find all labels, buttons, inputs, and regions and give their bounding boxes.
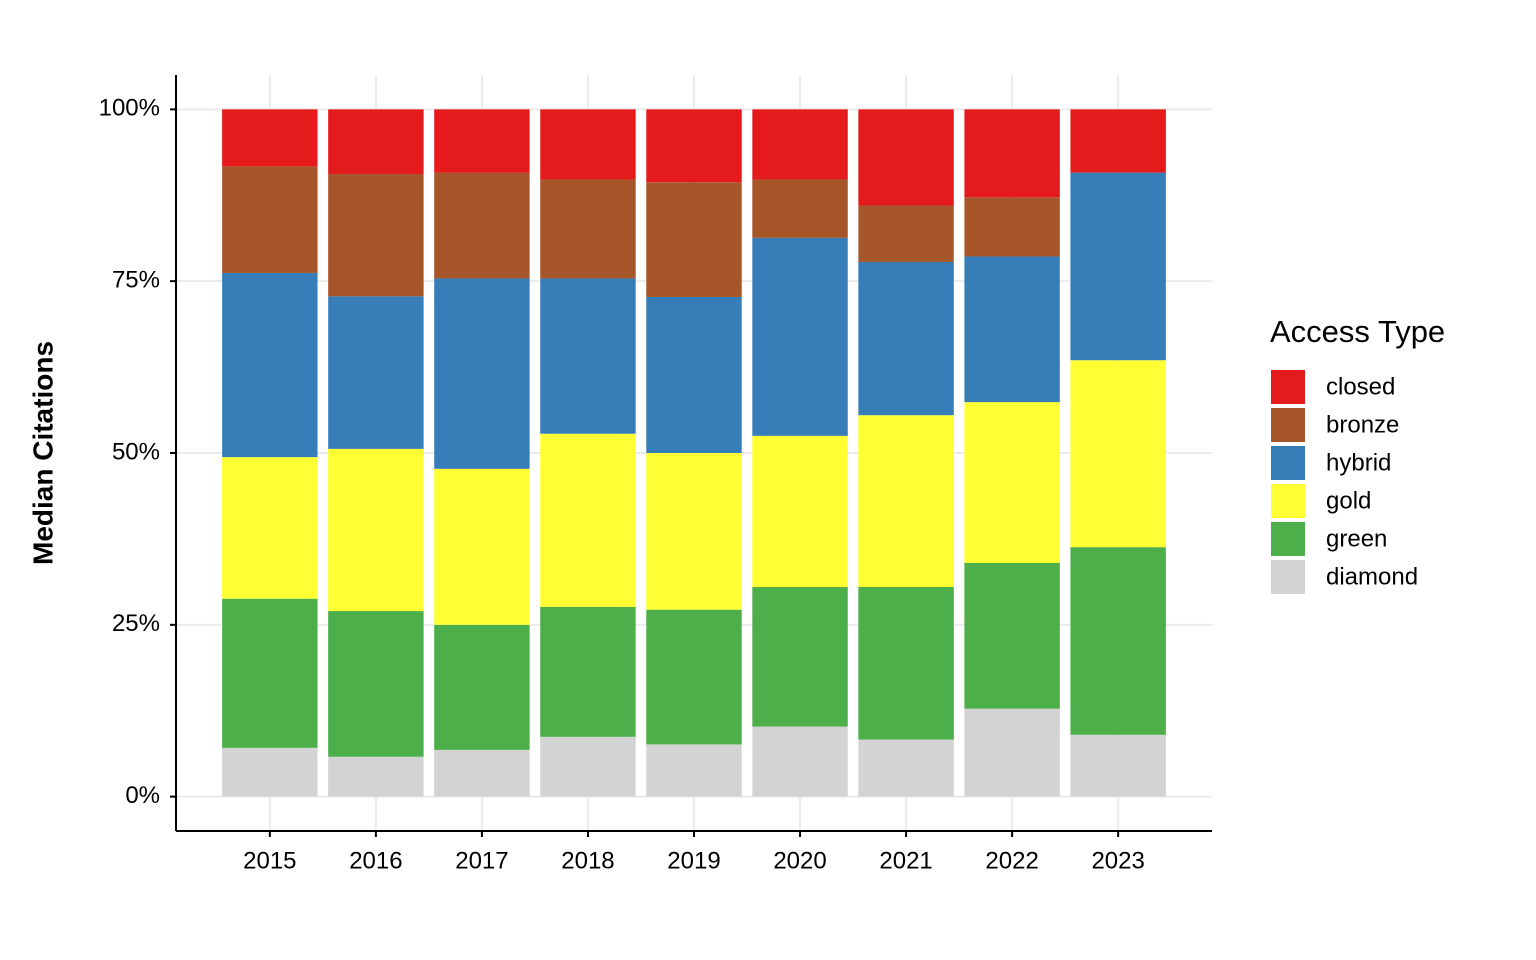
legend-label: hybrid	[1326, 449, 1391, 476]
bar-segment	[434, 624, 530, 750]
x-tick-label: 2023	[1091, 847, 1144, 874]
x-tick-label: 2017	[455, 847, 508, 874]
bar-segment	[434, 468, 530, 625]
legend-label: bronze	[1326, 411, 1399, 438]
bar-segment	[540, 433, 636, 607]
bar-segment	[646, 296, 742, 453]
bar-segment	[328, 611, 424, 757]
bar-segment	[752, 435, 848, 588]
bar-segment	[222, 747, 318, 797]
legend-key	[1271, 522, 1305, 556]
y-tick-label: 25%	[112, 610, 160, 637]
bar-segment	[328, 756, 424, 797]
y-tick-label: 75%	[112, 267, 160, 294]
legend-label: gold	[1326, 487, 1371, 514]
bar-segment	[540, 109, 636, 180]
legend-key	[1271, 484, 1305, 518]
bar-segment	[752, 587, 848, 727]
bar-segment	[646, 182, 742, 297]
bar-segment	[752, 726, 848, 797]
legend-label: green	[1326, 525, 1387, 552]
bar-segment	[858, 109, 954, 206]
bar-segment	[1070, 734, 1166, 797]
bar-segment	[434, 749, 530, 797]
bar-segment	[434, 278, 530, 469]
bar-segment	[858, 205, 954, 262]
bar-segment	[964, 256, 1060, 403]
bar-segment	[964, 402, 1060, 563]
bar-segment	[858, 587, 954, 740]
legend-key	[1271, 408, 1305, 442]
y-tick-label: 100%	[99, 95, 160, 122]
bar-segment	[964, 562, 1060, 709]
y-tick-label: 0%	[125, 782, 160, 809]
bar-segment	[858, 739, 954, 797]
legend-key	[1271, 446, 1305, 480]
bar-segment	[646, 744, 742, 797]
bar-segment	[964, 197, 1060, 257]
bar-segment	[858, 261, 954, 416]
x-tick-label: 2021	[879, 847, 932, 874]
bar-segment	[1070, 172, 1166, 361]
bar-segment	[328, 109, 424, 174]
bar-segment	[434, 172, 530, 279]
legend-key	[1271, 370, 1305, 404]
legend-label: diamond	[1326, 563, 1418, 590]
bar-segment	[964, 708, 1060, 797]
bar-segment	[328, 448, 424, 612]
bar-segment	[222, 109, 318, 167]
x-tick-label: 2022	[985, 847, 1038, 874]
legend-title: Access Type	[1270, 314, 1445, 349]
bar-segment	[540, 736, 636, 797]
bar-segment	[752, 109, 848, 180]
bar-segment	[222, 272, 318, 458]
x-tick-label: 2015	[243, 847, 296, 874]
bar-segment	[646, 109, 742, 183]
bar-segment	[752, 179, 848, 238]
x-tick-label: 2018	[561, 847, 614, 874]
bar-segment	[646, 609, 742, 745]
y-axis-label: Median Citations	[27, 341, 58, 565]
bar-segment	[964, 109, 1060, 198]
legend-label: closed	[1326, 373, 1395, 400]
bar-segment	[858, 415, 954, 588]
x-tick-label: 2016	[349, 847, 402, 874]
x-tick-label: 2020	[773, 847, 826, 874]
x-tick-label: 2019	[667, 847, 720, 874]
bar-segment	[328, 296, 424, 449]
bar-segment	[1070, 109, 1166, 173]
bar-segment	[328, 173, 424, 297]
y-tick-label: 50%	[112, 438, 160, 465]
legend-key	[1271, 560, 1305, 594]
bar-segment	[540, 179, 636, 279]
bar-segment	[752, 237, 848, 436]
bar-segment	[222, 598, 318, 748]
bar-segment	[540, 606, 636, 737]
bar-segment	[1070, 360, 1166, 548]
bar-segment	[540, 278, 636, 434]
bar-segment	[222, 166, 318, 273]
bar-segment	[434, 109, 530, 173]
bar-segment	[646, 453, 742, 610]
bar-segment	[1070, 547, 1166, 735]
bar-segment	[222, 457, 318, 599]
